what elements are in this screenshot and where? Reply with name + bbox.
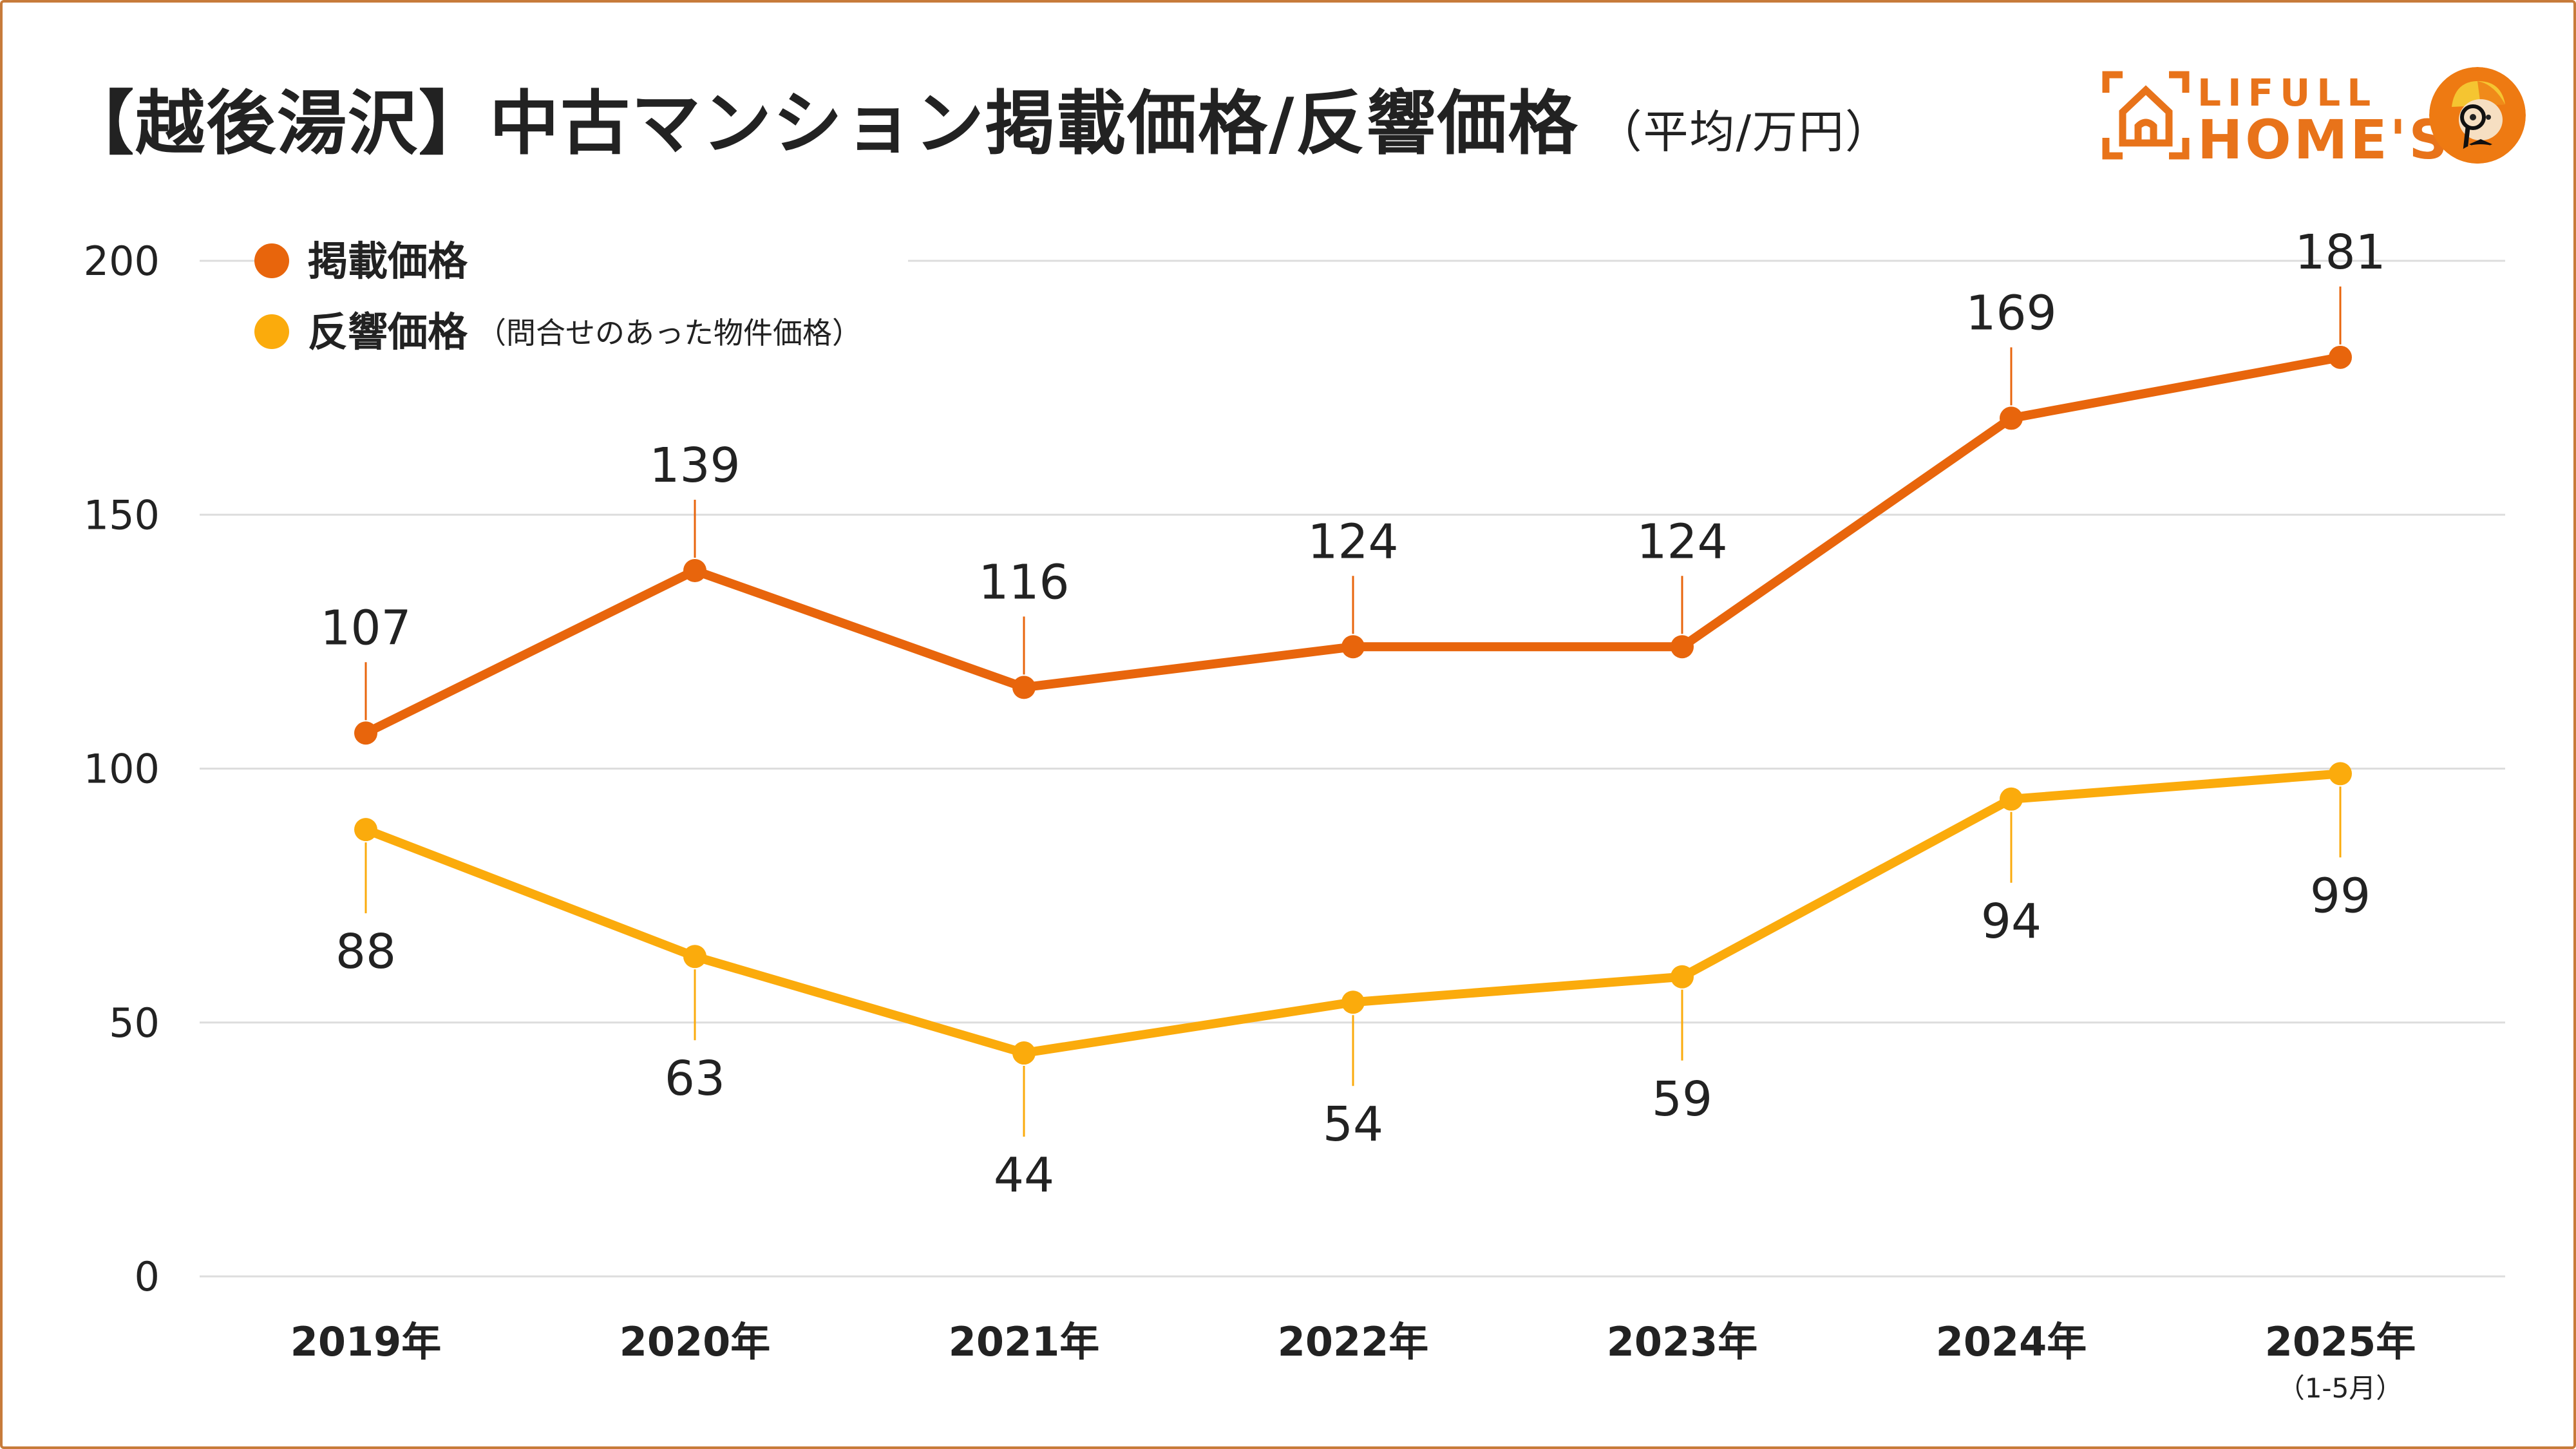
data-point (1341, 990, 1365, 1014)
gridlines (200, 260, 2505, 1278)
data-label: 116 (978, 554, 1069, 610)
y-axis-ticks: 0 50 100 150 200 (84, 238, 160, 1300)
data-label: 124 (1307, 514, 1398, 569)
y-tick-label: 200 (84, 238, 160, 285)
data-point (2329, 345, 2352, 369)
legend-note: （問合せのあった物件価格） (477, 316, 862, 350)
title-main: 【越後湯沢】中古マンション掲載価格/反響価格 (64, 84, 1579, 164)
title-unit: （平均/万円） (1596, 106, 1892, 158)
x-tick-note: （1-5月） (2278, 1372, 2403, 1404)
x-tick-label: 2019年 (290, 1318, 442, 1365)
data-label: 94 (1981, 894, 2041, 949)
data-point (1341, 635, 1365, 659)
data-label: 169 (1965, 285, 2056, 341)
x-tick-label: 2021年 (949, 1318, 1100, 1365)
house-frame-icon (2102, 71, 2190, 160)
y-tick-label: 150 (84, 491, 160, 538)
data-point (683, 945, 706, 969)
data-label: 44 (994, 1148, 1054, 1203)
legend-label: 反響価格 (308, 308, 468, 355)
data-point (2000, 787, 2023, 811)
x-tick-label: 2023年 (1607, 1318, 1758, 1365)
logo-text-lifull: LIFULL (2197, 71, 2378, 115)
lifull-homes-logo: LIFULL HOME'S (2101, 67, 2448, 171)
data-label: 139 (649, 438, 740, 493)
x-tick-label: 2025年 (2265, 1318, 2416, 1365)
legend-label: 掲載価格 (308, 238, 468, 285)
x-tick-label: 2020年 (620, 1318, 771, 1365)
data-point (683, 558, 706, 582)
data-label: 63 (665, 1051, 725, 1106)
data-point (1671, 965, 1694, 989)
legend-marker (254, 243, 289, 278)
y-tick-label: 100 (84, 746, 160, 793)
series-1: 88 63 44 54 59 94 99 (336, 762, 2371, 1203)
series-0: 107 139 116 124 124 169 181 (320, 225, 2386, 745)
data-point (2329, 762, 2352, 786)
x-tick-label: 2022年 (1278, 1318, 1429, 1365)
data-point (2000, 406, 2023, 430)
data-label: 59 (1652, 1072, 1712, 1127)
detective-mascot-icon (2429, 67, 2526, 164)
data-point (1671, 635, 1694, 659)
data-label: 88 (336, 924, 396, 980)
series-lines: 107 139 116 124 124 169 181 88 63 44 54 59 94 99 (320, 225, 2385, 1203)
data-point (354, 818, 377, 842)
x-tick-label: 2024年 (1936, 1318, 2087, 1365)
data-label: 124 (1636, 514, 1727, 569)
data-point (354, 721, 377, 745)
data-point (1012, 676, 1036, 699)
data-point (1012, 1041, 1036, 1065)
legend-marker (254, 314, 289, 349)
data-label: 99 (2310, 868, 2371, 923)
y-tick-label: 0 (135, 1253, 160, 1300)
x-axis-ticks: 2019年 2020年 2021年 2022年 2023年 2024年 2025年 （1-5月… (290, 1318, 2416, 1404)
y-tick-label: 50 (109, 999, 160, 1046)
logo-text-homes: HOME'S (2197, 108, 2450, 171)
page-title: 【越後湯沢】中古マンション掲載価格/反響価格 （平均/万円） (64, 68, 1891, 168)
data-label: 54 (1323, 1097, 1383, 1152)
data-label: 181 (2295, 225, 2385, 280)
data-label: 107 (320, 600, 411, 656)
